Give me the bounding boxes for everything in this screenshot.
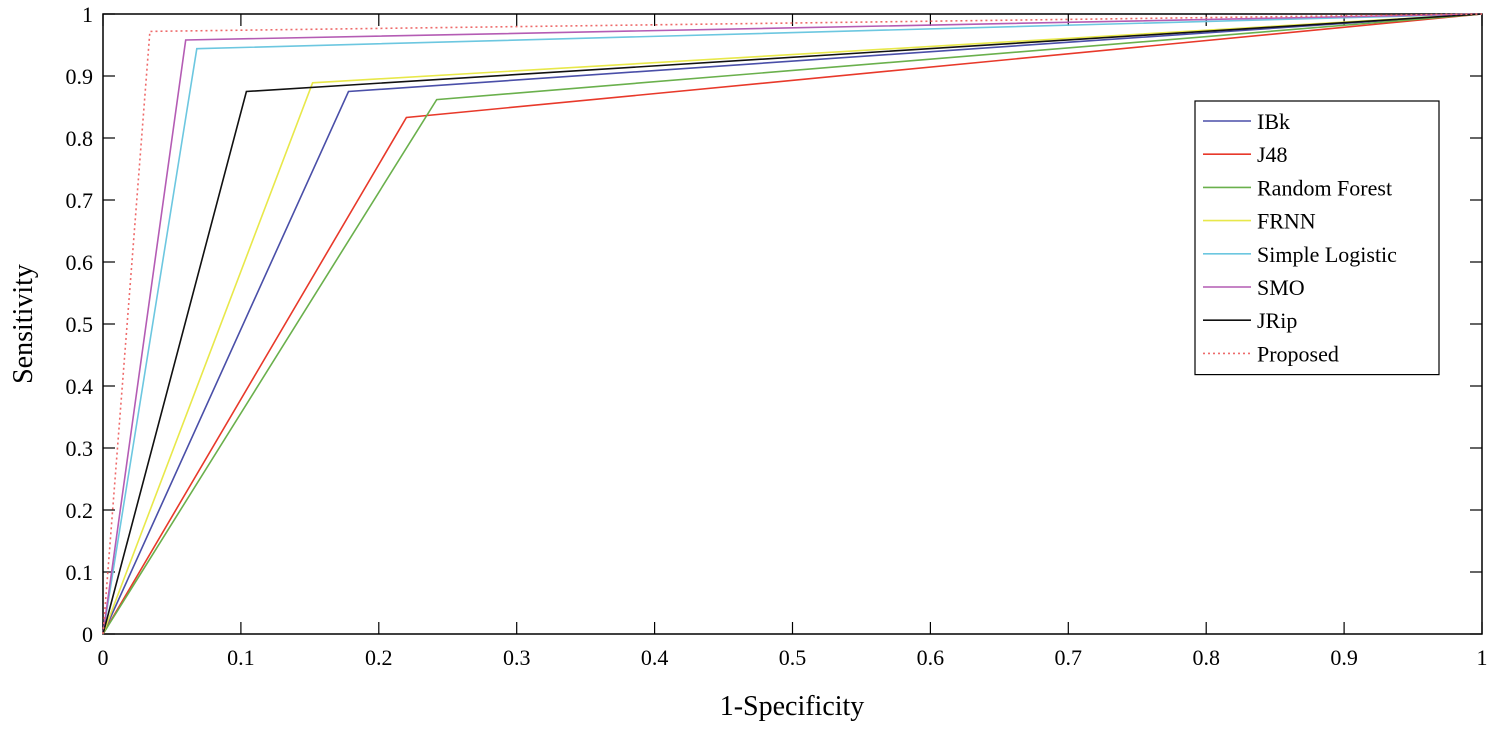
- x-tick-label: 0.1: [227, 645, 255, 670]
- legend-label: SMO: [1257, 275, 1305, 300]
- legend-label: Random Forest: [1257, 175, 1392, 200]
- x-tick-label: 0.6: [917, 645, 945, 670]
- series-line-simple-logistic: [102, 13, 1483, 635]
- legend-label: J48: [1257, 142, 1288, 167]
- series-line-j48: [102, 13, 1483, 635]
- y-tick-label: 0.1: [66, 560, 94, 585]
- series-lines: [102, 13, 1483, 635]
- x-tick-label: 0.9: [1330, 645, 1358, 670]
- y-tick-label: 0.8: [66, 126, 94, 151]
- legend-label: JRip: [1257, 308, 1297, 333]
- x-tick-label: 0.4: [641, 645, 669, 670]
- legend-label: FRNN: [1257, 209, 1316, 234]
- series-line-frnn: [102, 13, 1483, 635]
- legend-label: Proposed: [1257, 341, 1339, 366]
- x-axis-title: 1-Specificity: [720, 691, 865, 722]
- y-axis-title: Sensitivity: [8, 264, 39, 384]
- legend-label: IBk: [1257, 109, 1290, 134]
- x-tick-label: 0.2: [365, 645, 393, 670]
- ticks: 0 0.1 0.2 0.3 0.4 0.5 0.6 0.7 0.8 0.9 1 0 0.1 0.2 0.3 0…: [66, 2, 1488, 670]
- series-line-random-forest: [102, 13, 1483, 635]
- y-tick-label: 1: [82, 2, 93, 27]
- x-tick-label: 0: [98, 645, 109, 670]
- x-tick-label: 1: [1477, 645, 1488, 670]
- y-tick-label: 0.3: [66, 436, 94, 461]
- x-tick-label: 0.5: [779, 645, 807, 670]
- series-line-proposed: [102, 13, 1483, 635]
- y-tick-label: 0.6: [66, 250, 94, 275]
- legend: IBk J48 Random Forest FRNN Simple Logistic SM…: [1194, 100, 1440, 376]
- x-tick-label: 0.8: [1192, 645, 1220, 670]
- series-line-jrip: [102, 13, 1483, 635]
- y-tick-label: 0.5: [66, 312, 94, 337]
- series-line-smo: [102, 13, 1483, 635]
- series-line-ibk: [102, 13, 1483, 635]
- x-tick-label: 0.3: [503, 645, 531, 670]
- y-tick-label: 0: [82, 622, 93, 647]
- y-tick-label: 0.4: [66, 374, 94, 399]
- legend-box: [1194, 100, 1440, 376]
- x-tick-label: 0.7: [1055, 645, 1083, 670]
- y-tick-label: 0.2: [66, 498, 94, 523]
- y-tick-label: 0.9: [66, 64, 94, 89]
- y-tick-label: 0.7: [66, 188, 94, 213]
- legend-label: Simple Logistic: [1257, 242, 1397, 267]
